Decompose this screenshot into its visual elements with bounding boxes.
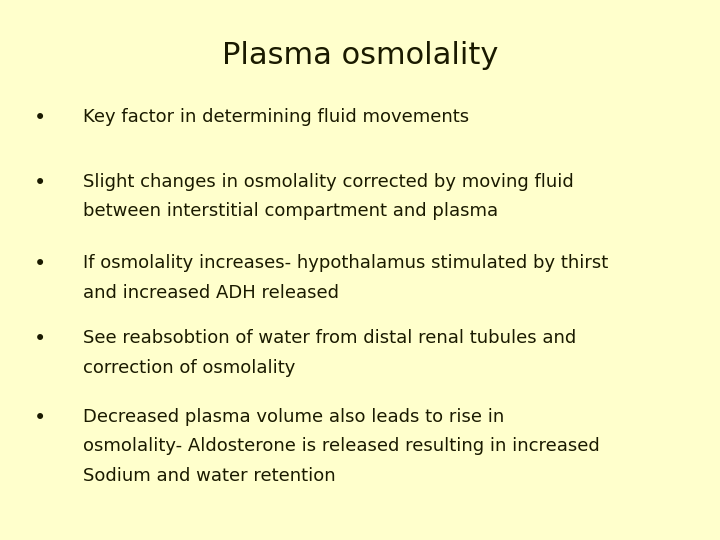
Text: Key factor in determining fluid movements: Key factor in determining fluid movement… [83,108,469,126]
Text: Sodium and water retention: Sodium and water retention [83,467,336,485]
Text: •: • [33,408,46,428]
Text: between interstitial compartment and plasma: between interstitial compartment and pla… [83,202,498,220]
Text: Slight changes in osmolality corrected by moving fluid: Slight changes in osmolality corrected b… [83,173,574,191]
Text: If osmolality increases- hypothalamus stimulated by thirst: If osmolality increases- hypothalamus st… [83,254,608,272]
Text: Decreased plasma volume also leads to rise in: Decreased plasma volume also leads to ri… [83,408,504,426]
Text: and increased ADH released: and increased ADH released [83,284,339,301]
Text: •: • [33,329,46,349]
Text: See reabsobtion of water from distal renal tubules and: See reabsobtion of water from distal ren… [83,329,576,347]
Text: •: • [33,173,46,193]
Text: •: • [33,108,46,128]
Text: correction of osmolality: correction of osmolality [83,359,295,377]
Text: Plasma osmolality: Plasma osmolality [222,40,498,70]
Text: osmolality- Aldosterone is released resulting in increased: osmolality- Aldosterone is released resu… [83,437,600,455]
Text: •: • [33,254,46,274]
